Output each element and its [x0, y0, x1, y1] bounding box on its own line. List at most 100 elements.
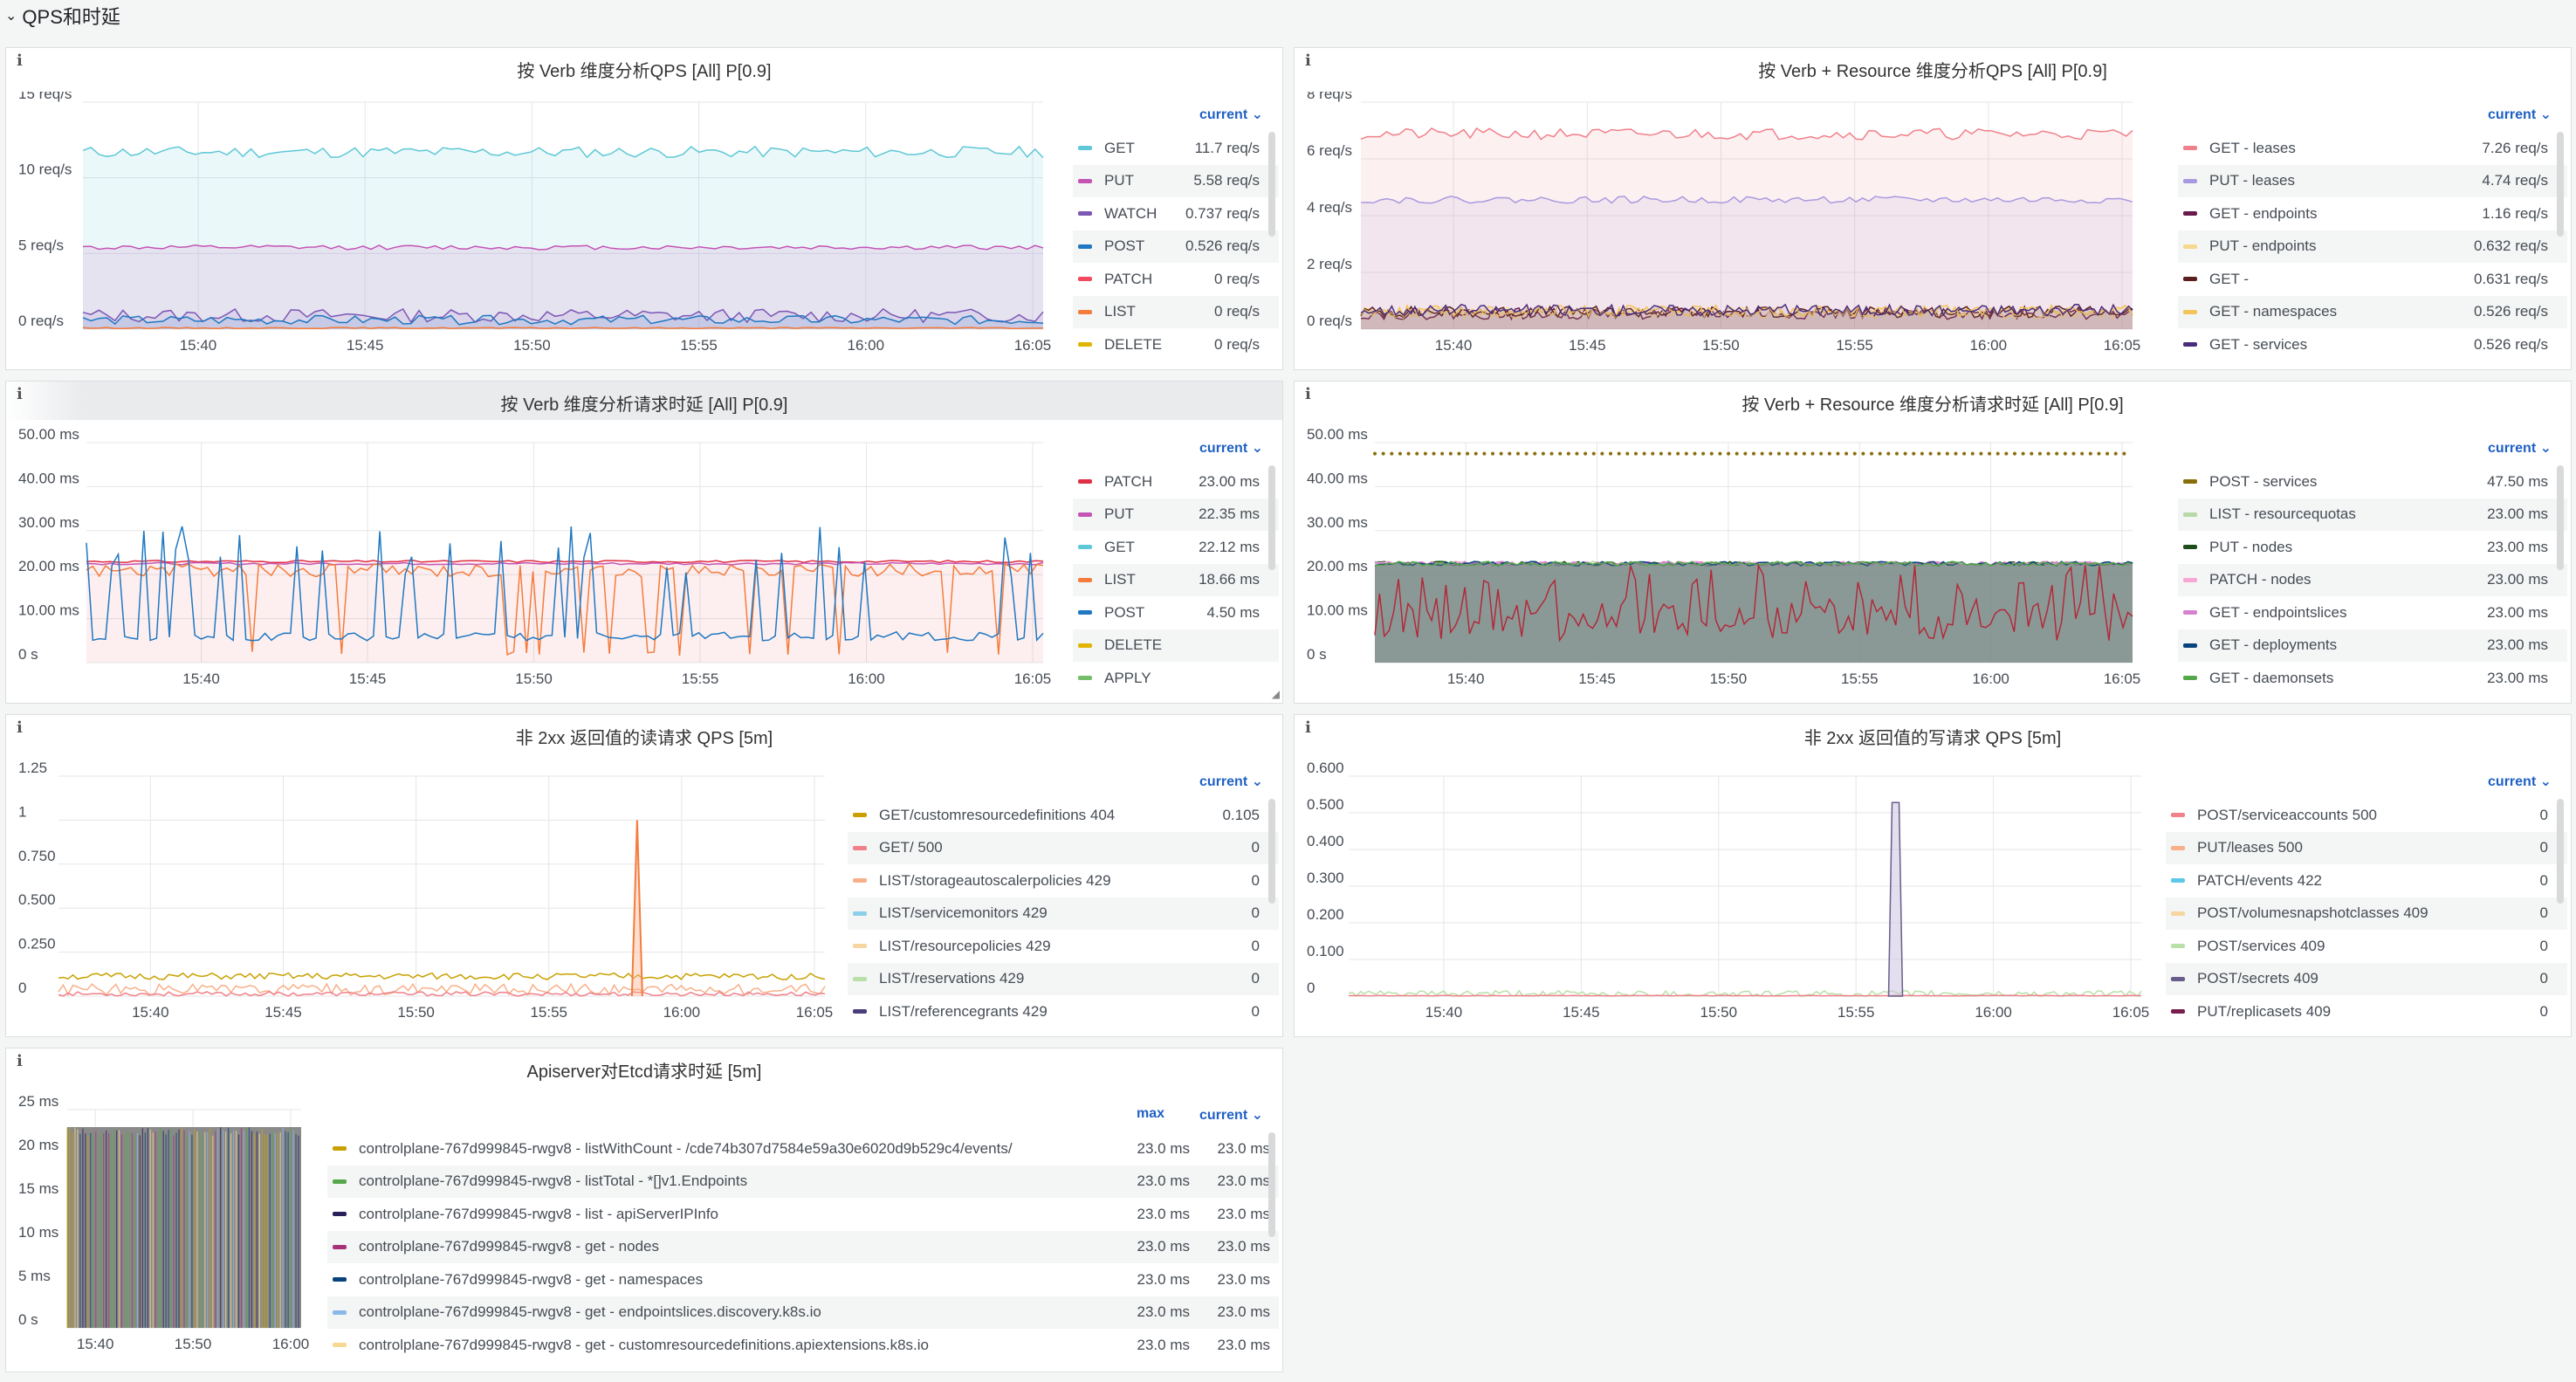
info-icon[interactable]: i	[1305, 52, 1311, 70]
legend-item[interactable]: PATCH 23.00 ms	[1073, 465, 1279, 498]
info-icon[interactable]: i	[17, 52, 23, 70]
data-point	[1667, 451, 1672, 456]
legend-item[interactable]: PUT/replicasets 409 0	[2166, 995, 2567, 1028]
legend-item[interactable]: controlplane-767d999845-rwgv8 - get - no…	[327, 1230, 1279, 1263]
legend-item[interactable]: PUT - nodes 23.00 ms	[2178, 531, 2567, 564]
panel-non2xx-read-qps[interactable]: i 非 2xx 返回值的读请求 QPS [5m] 1.25 1 0.750 0.500…	[5, 714, 1283, 1037]
legend-item[interactable]: GET/customresourcedefinitions 404 0.105	[848, 799, 1279, 832]
legend-sort-current[interactable]: current ⌄	[1199, 774, 1263, 789]
legend-item[interactable]: LIST/referencegrants 429 0	[848, 995, 1279, 1028]
legend-item[interactable]: LIST/reservations 429 0	[848, 962, 1279, 995]
legend-scrollbar[interactable]	[1268, 132, 1275, 237]
legend-item[interactable]: LIST/servicemonitors 429 0	[848, 897, 1279, 930]
legend-item[interactable]: controlplane-767d999845-rwgv8 - get - na…	[327, 1263, 1279, 1296]
chevron-down-icon[interactable]: ⌄	[5, 9, 17, 24]
panel-title[interactable]: 按 Verb + Resource 维度分析QPS [All] P[0.9]	[1758, 62, 2107, 81]
legend-item[interactable]: PUT 22.35 ms	[1073, 498, 1279, 531]
legend-item[interactable]: PUT - leases 4.74 req/s	[2178, 164, 2567, 197]
legend-item[interactable]: GET 11.7 req/s	[1073, 132, 1279, 165]
legend-item[interactable]: LIST - resourcequotas 23.00 ms	[2178, 498, 2567, 531]
legend-swatch	[1078, 545, 1092, 550]
legend-item[interactable]: GET - services 0.526 req/s	[2178, 328, 2567, 361]
legend-item[interactable]: POST/serviceaccounts 500 0	[2166, 799, 2567, 832]
legend-item[interactable]: GET - namespaces 0.526 req/s	[2178, 295, 2567, 328]
legend-item[interactable]: GET - leases 7.26 req/s	[2178, 132, 2567, 165]
legend-swatch	[1078, 277, 1092, 282]
legend-item[interactable]: PATCH 0 req/s	[1073, 263, 1279, 296]
panel-verb-latency[interactable]: i 按 Verb 维度分析请求时延 [All] P[0.9] 50.00 ms 4…	[5, 381, 1283, 704]
panel-verb-qps[interactable]: i 按 Verb 维度分析QPS [All] P[0.9] 15 req/s 10…	[5, 47, 1283, 370]
info-icon[interactable]: i	[17, 719, 23, 737]
legend-item[interactable]: LIST/resourcepolicies 429 0	[848, 930, 1279, 963]
legend-sort-current[interactable]: current ⌄	[2488, 774, 2552, 789]
legend-sort-current[interactable]: current ⌄	[2488, 107, 2552, 122]
panel-apiserver-etcd-latency[interactable]: i Apiserver对Etcd请求时延 [5m] 25 ms 20 ms 15 m…	[5, 1048, 1283, 1372]
legend-item[interactable]: WATCH 0.737 req/s	[1073, 197, 1279, 230]
legend-item[interactable]: LIST 18.66 ms	[1073, 563, 1279, 596]
legend-value: 23.0 ms	[1137, 1139, 1190, 1157]
legend-sort-max[interactable]: max	[1136, 1106, 1165, 1121]
legend-sort-current[interactable]: current ⌄	[1199, 1108, 1263, 1123]
legend-item[interactable]: PATCH/events 422 0	[2166, 864, 2567, 897]
legend-sort-current[interactable]: current ⌄	[1199, 441, 1263, 456]
legend-item[interactable]: POST 4.50 ms	[1073, 596, 1279, 629]
legend-item[interactable]: DELETE	[1073, 629, 1279, 662]
legend-swatch	[2171, 1009, 2185, 1014]
legend-item[interactable]: GET 22.12 ms	[1073, 531, 1279, 564]
legend-scrollbar[interactable]	[2557, 465, 2564, 570]
panel-title[interactable]: 按 Verb + Resource 维度分析请求时延 [All] P[0.9]	[1741, 395, 2124, 415]
panel-title[interactable]: 非 2xx 返回值的读请求 QPS [5m]	[515, 729, 773, 748]
legend-item[interactable]: POST/volumesnapshotclasses 409 0	[2166, 897, 2567, 930]
legend-item[interactable]: GET/ 500 0	[848, 831, 1279, 864]
legend-item[interactable]: controlplane-767d999845-rwgv8 - list - a…	[327, 1198, 1279, 1231]
legend-item[interactable]: PATCH - nodes 23.00 ms	[2178, 563, 2567, 596]
legend-item[interactable]: GET - 0.631 req/s	[2178, 263, 2567, 296]
legend-item[interactable]: PUT - endpoints 0.632 req/s	[2178, 230, 2567, 263]
chart-verb-resource-qps: 8 req/s 6 req/s 4 req/s 2 req/s 0 req/s 15:40…	[1307, 92, 2140, 354]
legend-item[interactable]: GET - endpoints 1.16 req/s	[2178, 197, 2567, 230]
panel-title[interactable]: 非 2xx 返回值的写请求 QPS [5m]	[1803, 729, 2062, 748]
info-icon[interactable]: i	[17, 1052, 23, 1070]
legend-item[interactable]: APPLY	[1073, 662, 1279, 695]
info-icon[interactable]: i	[1305, 719, 1311, 737]
legend-item[interactable]: PUT 5.58 req/s	[1073, 164, 1279, 197]
legend-scrollbar[interactable]	[1268, 465, 1275, 570]
legend-item[interactable]: GET - daemonsets 23.00 ms	[2178, 662, 2567, 695]
info-icon[interactable]: i	[1305, 385, 1311, 403]
legend-item[interactable]: POST/secrets 409 0	[2166, 962, 2567, 995]
panel-title[interactable]: 按 Verb 维度分析请求时延 [All] P[0.9]	[500, 395, 788, 415]
legend-series-name: PATCH/events 422	[2197, 871, 2322, 889]
legend-item[interactable]: POST 0.526 req/s	[1073, 230, 1279, 263]
legend-scrollbar[interactable]	[2557, 799, 2564, 904]
legend-item[interactable]: controlplane-767d999845-rwgv8 - get - en…	[327, 1296, 1279, 1329]
panel-title[interactable]: Apiserver对Etcd请求时延 [5m]	[526, 1062, 762, 1082]
legend-item[interactable]: GET - deployments 23.00 ms	[2178, 629, 2567, 662]
legend-item[interactable]: DELETE 0 req/s	[1073, 328, 1279, 361]
resize-handle-icon[interactable]: ◢	[1271, 688, 1280, 700]
legend-sort-current[interactable]: current ⌄	[1199, 107, 1263, 122]
legend-item[interactable]: LIST 0 req/s	[1073, 295, 1279, 328]
legend-item[interactable]: POST - services 47.50 ms	[2178, 465, 2567, 498]
legend-swatch	[1078, 244, 1092, 249]
panel-verb-resource-latency[interactable]: i 按 Verb + Resource 维度分析请求时延 [All] P[0.9…	[1294, 381, 2572, 704]
panel-non2xx-write-qps[interactable]: i 非 2xx 返回值的写请求 QPS [5m] 0.600 0.500 0.400…	[1294, 714, 2572, 1037]
panel-title[interactable]: 按 Verb 维度分析QPS [All] P[0.9]	[517, 62, 772, 81]
legend-rows: GET 11.7 req/s PUT 5.58 req/s WATCH 0.737 req…	[1073, 132, 1279, 361]
legend-item[interactable]: controlplane-767d999845-rwgv8 - listWith…	[327, 1132, 1279, 1165]
legend-sort-current[interactable]: current ⌄	[2488, 441, 2552, 456]
legend-item[interactable]: controlplane-767d999845-rwgv8 - get - cu…	[327, 1329, 1279, 1362]
legend-series-name: POST - services	[2209, 472, 2318, 490]
legend-scrollbar[interactable]	[1268, 1132, 1275, 1237]
info-icon[interactable]: i	[17, 385, 23, 403]
legend-scrollbar[interactable]	[1268, 799, 1275, 904]
x-tick-label: 16:00	[848, 337, 885, 354]
legend-item[interactable]: LIST/storageautoscalerpolicies 429 0	[848, 864, 1279, 897]
legend-scrollbar[interactable]	[2557, 132, 2564, 237]
row-header-qps-latency[interactable]: ⌄ QPS和时延	[5, 0, 120, 31]
legend-item[interactable]: POST/services 409 0	[2166, 930, 2567, 963]
data-point	[1760, 451, 1764, 456]
legend-item[interactable]: controlplane-767d999845-rwgv8 - listTota…	[327, 1165, 1279, 1198]
legend-item[interactable]: PUT/leases 500 0	[2166, 831, 2567, 864]
legend-item[interactable]: GET - endpointslices 23.00 ms	[2178, 596, 2567, 629]
panel-verb-resource-qps[interactable]: i 按 Verb + Resource 维度分析QPS [All] P[0.9]…	[1294, 47, 2572, 370]
